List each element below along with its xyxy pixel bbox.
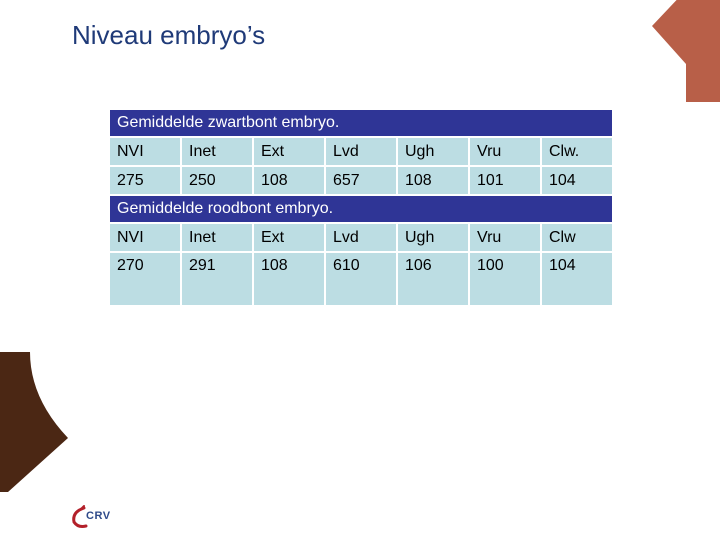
table-cell: 108 bbox=[252, 251, 326, 307]
table-cell: 108 bbox=[252, 165, 326, 196]
table-cell: 106 bbox=[396, 251, 470, 307]
page-title: Niveau embryo’s bbox=[72, 20, 266, 50]
column-header: Ugh bbox=[396, 136, 470, 167]
table-caption: Gemiddelde roodbont embryo. bbox=[108, 194, 614, 224]
table-caption-row: Gemiddelde roodbont embryo. bbox=[108, 194, 614, 224]
column-header: Lvd bbox=[324, 136, 398, 167]
column-header: NVI bbox=[108, 136, 182, 167]
table-row: 275 250 108 657 108 101 104 bbox=[108, 165, 614, 196]
table-cell: 291 bbox=[180, 251, 254, 307]
corner-decoration-top bbox=[652, 0, 720, 102]
column-header: Vru bbox=[468, 222, 542, 253]
table-cell: 610 bbox=[324, 251, 398, 307]
crv-logo-icon bbox=[72, 505, 88, 528]
column-header: Ext bbox=[252, 222, 326, 253]
table-cell: 275 bbox=[108, 165, 182, 196]
table-cell: 104 bbox=[540, 165, 614, 196]
column-header: Ugh bbox=[396, 222, 470, 253]
table-row: 270 291 108 610 106 100 104 bbox=[108, 251, 614, 307]
table-cell: 100 bbox=[468, 251, 542, 307]
table-caption-row: Gemiddelde zwartbont embryo. bbox=[108, 108, 614, 138]
column-header: Vru bbox=[468, 136, 542, 167]
column-header: Clw. bbox=[540, 136, 614, 167]
column-header: NVI bbox=[108, 222, 182, 253]
column-header: Lvd bbox=[324, 222, 398, 253]
table-caption: Gemiddelde zwartbont embryo. bbox=[108, 108, 614, 138]
table-cell: 104 bbox=[540, 251, 614, 307]
column-header: Inet bbox=[180, 222, 254, 253]
column-header: Ext bbox=[252, 136, 326, 167]
logo-text: CRV bbox=[86, 510, 111, 522]
corner-decoration-left bbox=[0, 352, 68, 492]
table-header-row: NVI Inet Ext Lvd Ugh Vru Clw. bbox=[108, 136, 614, 167]
embryo-table: Gemiddelde zwartbont embryo. NVI Inet Ex… bbox=[108, 108, 614, 307]
table-cell: 657 bbox=[324, 165, 398, 196]
table-header-row: NVI Inet Ext Lvd Ugh Vru Clw bbox=[108, 222, 614, 253]
column-header: Clw bbox=[540, 222, 614, 253]
column-header: Inet bbox=[180, 136, 254, 167]
table-cell: 270 bbox=[108, 251, 182, 307]
table-cell: 108 bbox=[396, 165, 470, 196]
table-cell: 250 bbox=[180, 165, 254, 196]
table-cell: 101 bbox=[468, 165, 542, 196]
